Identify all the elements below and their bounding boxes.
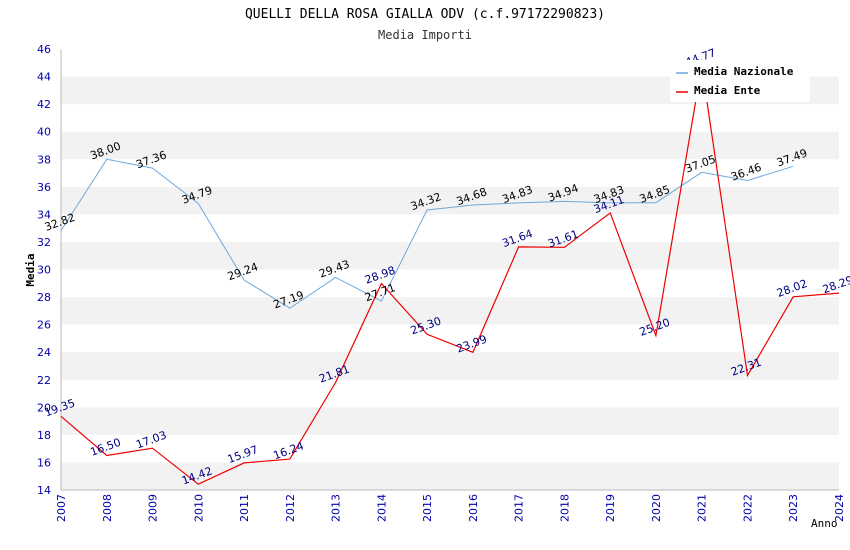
series-lines [60, 65, 840, 485]
x-tick-label: 2017 [513, 494, 526, 522]
series-line-ente [60, 65, 840, 485]
x-tick-label: 2016 [467, 494, 480, 522]
x-tick-label: 2021 [696, 494, 709, 522]
x-tick-label: 2019 [604, 494, 617, 522]
y-tick-label: 16 [37, 456, 51, 469]
grid-band [61, 379, 839, 408]
legend-box [670, 60, 810, 102]
grid-band [61, 159, 839, 187]
grid-band [61, 214, 839, 242]
x-tick-labels: 2007 2008 2009 2010 2011 2012 2013 2014 2015 2016… [55, 494, 846, 522]
y-tick-label: 46 [37, 43, 51, 56]
x-tick-label: 2022 [741, 494, 754, 522]
y-tick-label: 20 [37, 401, 51, 414]
x-tick-label: 2014 [375, 494, 388, 522]
x-tick-label: 2007 [55, 494, 68, 522]
y-tick-label: 28 [37, 291, 51, 304]
legend-label-ente: Media Ente [694, 84, 761, 97]
x-tick-label: 2018 [558, 494, 571, 522]
x-tick-label: 2010 [192, 494, 205, 522]
y-tick-labels: 14 16 18 20 22 24 26 28 30 32 34 36 38 40 42 44 46 [37, 43, 51, 497]
chart-title: QUELLI DELLA ROSA GIALLA ODV (c.f.971722… [245, 7, 605, 22]
x-tick-label: 2011 [238, 494, 251, 522]
grid-band [61, 297, 839, 325]
grid-bands [61, 49, 839, 490]
grid-band [61, 434, 839, 463]
y-tick-label: 36 [37, 181, 51, 194]
x-tick-label: 2008 [101, 494, 114, 522]
x-tick-label: 2024 [833, 494, 846, 522]
legend-label-nazionale: Media Nazionale [694, 65, 794, 78]
grid-band [61, 131, 839, 160]
x-tick-label: 2009 [147, 494, 160, 522]
x-tick-label: 2013 [330, 494, 343, 522]
grid-band [61, 324, 839, 353]
x-tick-label: 2020 [650, 494, 663, 522]
grid-band [61, 352, 839, 380]
legend: Media Nazionale Media Ente [670, 60, 810, 102]
y-tick-label: 40 [37, 126, 51, 139]
series-line-nazionale [60, 158, 794, 309]
y-axis-label: Media [24, 253, 37, 286]
y-tick-label: 14 [37, 484, 51, 497]
y-tick-label: 42 [37, 98, 51, 111]
y-tick-label: 34 [37, 208, 51, 221]
y-tick-label: 30 [37, 264, 51, 277]
chart-subtitle: Media Importi [378, 28, 472, 42]
grid-band [61, 241, 839, 270]
grid-band [61, 104, 839, 132]
x-tick-label: 2015 [421, 494, 434, 522]
y-tick-label: 38 [37, 153, 51, 166]
y-tick-label: 32 [37, 236, 51, 249]
grid-band [61, 462, 839, 490]
y-tick-label: 26 [37, 319, 51, 332]
grid-band [61, 269, 839, 298]
y-tick-label: 24 [37, 346, 51, 359]
x-axis-label: Anno [811, 517, 838, 530]
x-tick-label: 2023 [787, 494, 800, 522]
y-tick-label: 18 [37, 429, 51, 442]
grid-band [61, 186, 839, 215]
y-tick-label: 22 [37, 374, 51, 387]
grid-band [61, 407, 839, 435]
x-tick-label: 2012 [284, 494, 297, 522]
y-tick-label: 44 [37, 71, 51, 84]
